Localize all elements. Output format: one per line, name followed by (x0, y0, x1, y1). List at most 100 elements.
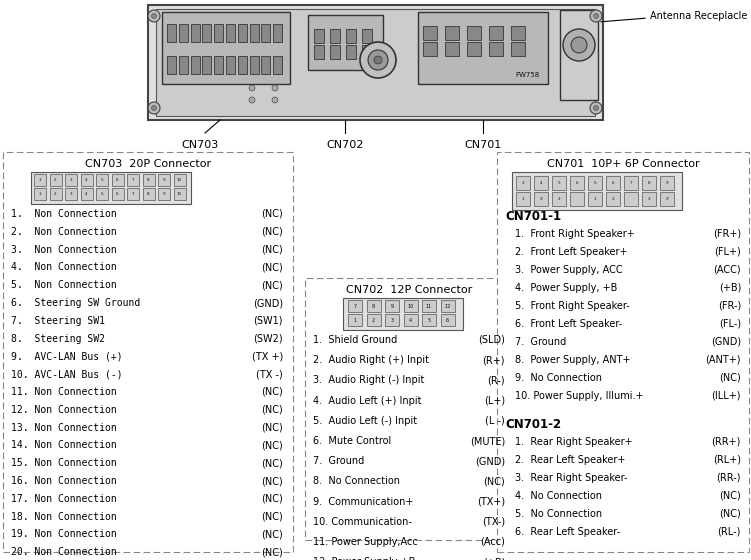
Bar (203, 56, 211, 74)
Bar (348, 314, 362, 326)
Text: (FR-): (FR-) (718, 301, 741, 311)
Text: 8: 8 (147, 192, 149, 196)
Text: (L+): (L+) (484, 395, 505, 405)
Text: 8: 8 (372, 304, 375, 309)
Bar (422, 300, 436, 312)
Bar (445, 42, 459, 56)
Bar (516, 192, 530, 206)
Bar (330, 45, 340, 59)
Bar (96, 174, 108, 186)
Text: 10: 10 (407, 304, 414, 309)
Bar (314, 29, 324, 43)
Bar (385, 314, 399, 326)
Text: 4: 4 (409, 318, 412, 323)
Text: 6.  Steering SW Ground: 6. Steering SW Ground (11, 298, 140, 308)
Text: 1: 1 (354, 318, 357, 323)
Text: 12. Non Connection: 12. Non Connection (11, 405, 116, 415)
Bar (65, 188, 77, 200)
Bar (158, 174, 170, 186)
Bar (249, 56, 258, 74)
Text: (NC): (NC) (261, 263, 283, 272)
Text: 9.  AVC-LAN Bus (+): 9. AVC-LAN Bus (+) (11, 352, 122, 361)
Text: 1.  Front Right Speaker+: 1. Front Right Speaker+ (515, 229, 635, 239)
Text: 1.  Rear Right Speaker+: 1. Rear Right Speaker+ (515, 437, 632, 447)
Circle shape (593, 13, 599, 18)
Bar (497, 152, 749, 552)
Text: 5: 5 (101, 178, 104, 182)
Text: 5.  Front Right Speaker-: 5. Front Right Speaker- (515, 301, 630, 311)
Text: CN703  20P Connector: CN703 20P Connector (85, 159, 211, 169)
Bar (534, 192, 548, 206)
Bar (570, 192, 584, 206)
Text: (NC): (NC) (261, 227, 283, 237)
Text: 9: 9 (391, 304, 394, 309)
Bar (314, 45, 324, 59)
Bar (348, 300, 362, 312)
Text: 12: 12 (445, 304, 451, 309)
Bar (423, 26, 437, 40)
Text: CN701-2: CN701-2 (505, 418, 561, 431)
Text: 11: 11 (426, 304, 432, 309)
Text: 16. Non Connection: 16. Non Connection (11, 476, 116, 486)
Bar (127, 188, 139, 200)
Text: 2.  Audio Right (+) Inpit: 2. Audio Right (+) Inpit (313, 355, 429, 365)
Text: 6: 6 (576, 181, 578, 185)
Circle shape (590, 102, 602, 114)
Bar (423, 42, 437, 56)
Text: (+B): (+B) (483, 557, 505, 560)
Text: 9.  No Connection: 9. No Connection (515, 373, 602, 383)
Bar (111, 174, 123, 186)
Text: 8.  No Connection: 8. No Connection (313, 477, 400, 487)
Bar (418, 12, 548, 84)
Text: CN701: CN701 (464, 140, 502, 150)
Text: (NC): (NC) (483, 477, 505, 487)
Circle shape (272, 97, 278, 103)
Text: 1: 1 (39, 192, 41, 196)
Text: 4.  Power Supply, +B: 4. Power Supply, +B (515, 283, 617, 293)
Bar (127, 174, 139, 186)
Bar (534, 176, 548, 190)
Text: (SW1): (SW1) (254, 316, 283, 326)
Circle shape (374, 56, 382, 64)
Text: 6.  Rear Left Speaker-: 6. Rear Left Speaker- (515, 527, 620, 537)
Bar (642, 176, 656, 190)
Text: (TX -): (TX -) (256, 369, 283, 379)
Text: 4: 4 (540, 181, 542, 185)
Bar (273, 24, 282, 42)
Text: 3: 3 (70, 192, 72, 196)
Bar (191, 56, 200, 74)
Text: 2.  Non Connection: 2. Non Connection (11, 227, 116, 237)
Bar (467, 26, 481, 40)
Bar (489, 42, 503, 56)
Text: 5: 5 (558, 181, 560, 185)
Bar (362, 29, 372, 43)
Bar (489, 26, 503, 40)
Circle shape (148, 10, 160, 22)
Text: (+B): (+B) (719, 283, 741, 293)
Text: 6: 6 (611, 181, 614, 185)
Text: 6.  Front Left Speaker-: 6. Front Left Speaker- (515, 319, 623, 329)
Bar (343, 298, 463, 330)
Text: (MUTE): (MUTE) (469, 436, 505, 446)
Circle shape (148, 102, 160, 114)
Bar (362, 45, 372, 59)
Text: 3.  Audio Right (-) Inpit: 3. Audio Right (-) Inpit (313, 375, 424, 385)
Text: FW758: FW758 (516, 72, 540, 78)
Text: (GND): (GND) (711, 337, 741, 347)
Text: (NC): (NC) (261, 529, 283, 539)
Text: CN701  10P+ 6P Connector: CN701 10P+ 6P Connector (547, 159, 699, 169)
Bar (588, 192, 602, 206)
Text: 3: 3 (391, 318, 394, 323)
Text: 14. Non Connection: 14. Non Connection (11, 440, 116, 450)
Text: 4: 4 (86, 192, 88, 196)
Bar (624, 192, 638, 206)
Bar (511, 42, 525, 56)
Bar (179, 56, 188, 74)
Bar (50, 174, 62, 186)
Bar (238, 24, 247, 42)
Bar (226, 24, 235, 42)
Bar (346, 29, 356, 43)
Text: (R+): (R+) (482, 355, 505, 365)
Text: 5.  Non Connection: 5. Non Connection (11, 280, 116, 290)
Text: 3.  Rear Right Speaker-: 3. Rear Right Speaker- (515, 473, 628, 483)
